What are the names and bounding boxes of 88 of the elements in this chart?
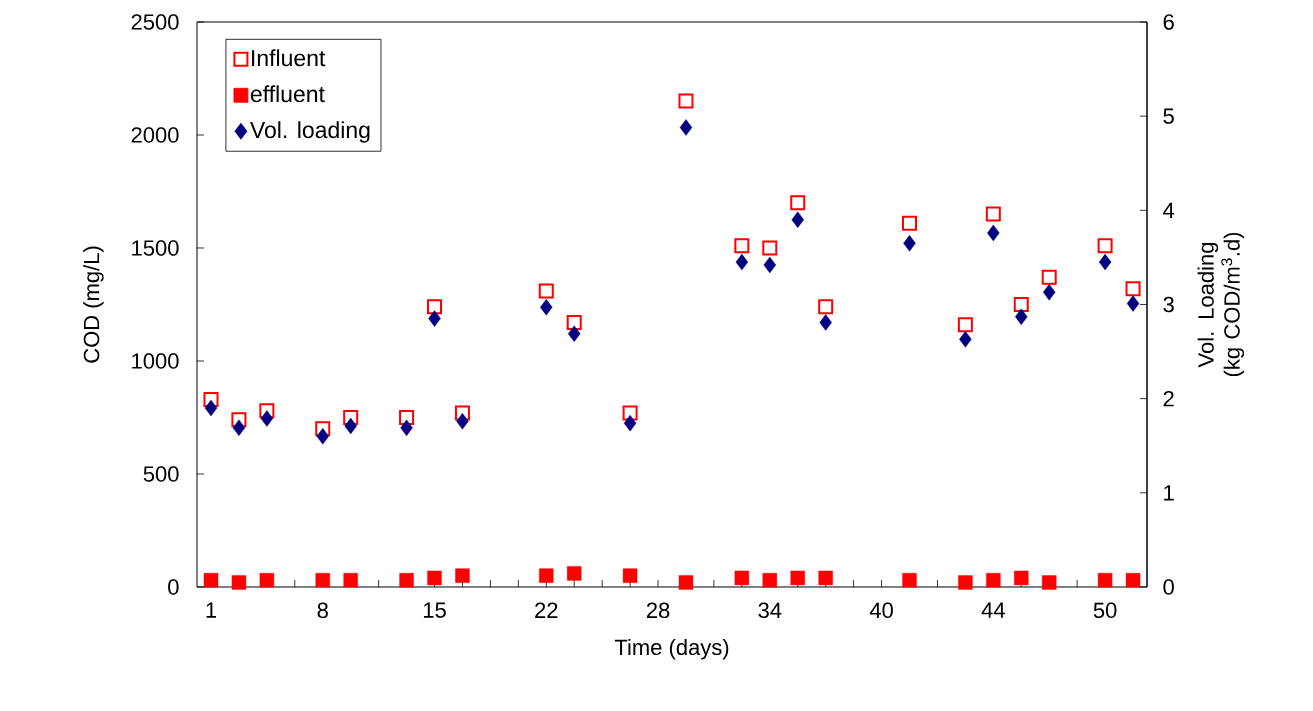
point [679, 119, 693, 136]
point [399, 573, 414, 588]
point [1126, 295, 1140, 312]
y-tick-label: 1000 [132, 353, 179, 369]
x-tick-label: 44 [981, 602, 1005, 618]
point [203, 573, 219, 588]
y2-tick-label: 2 [1163, 390, 1174, 407]
point [1043, 284, 1056, 301]
point [762, 240, 778, 256]
point [315, 573, 330, 588]
point [790, 570, 805, 586]
y-tick-label: 2500 [131, 14, 179, 30]
point [427, 299, 443, 315]
point [428, 310, 441, 327]
point [540, 299, 553, 316]
y2-tick-label: 0 [1163, 579, 1174, 595]
point [985, 206, 1001, 222]
point [734, 238, 750, 254]
point [1125, 281, 1141, 297]
point [1015, 308, 1028, 325]
x-tick-label: 34 [758, 602, 782, 619]
point [316, 428, 329, 445]
point [903, 235, 916, 252]
y2-tick-label: 6 [1163, 14, 1174, 30]
legend-label: Vol. loading [250, 121, 370, 143]
point [539, 568, 554, 583]
x-tick-label: 15 [423, 602, 446, 618]
point [734, 570, 750, 586]
point [959, 331, 972, 348]
y-tick-label: 500 [143, 466, 179, 482]
y-tick-label: 2000 [131, 127, 179, 143]
point [400, 419, 413, 437]
point [790, 195, 806, 211]
point [678, 575, 694, 590]
point [567, 566, 582, 581]
point [678, 93, 694, 109]
point [818, 299, 834, 315]
point [1098, 253, 1112, 271]
point [791, 211, 804, 228]
point [763, 256, 776, 274]
point [762, 573, 777, 588]
x-tick-label: 28 [646, 602, 670, 619]
point [1125, 573, 1141, 588]
y2-tick-label: 5 [1163, 108, 1174, 124]
point [986, 573, 1001, 588]
point [957, 317, 973, 333]
point [566, 315, 582, 331]
point [259, 573, 275, 588]
point [231, 575, 247, 590]
y-tick-label: 0 [168, 579, 179, 595]
y2-tick-label: 3 [1163, 296, 1174, 313]
x-tick-label: 50 [1093, 602, 1117, 619]
point [1097, 238, 1113, 254]
y2-tick-label: 4 [1163, 202, 1175, 218]
point [1013, 296, 1029, 312]
y-tick-label: 1500 [132, 240, 179, 256]
point [568, 325, 581, 342]
legend-label: Influent [252, 49, 326, 67]
point [204, 399, 218, 417]
x-tick-label: 8 [317, 602, 328, 619]
legend-label: effluent [250, 85, 325, 103]
point [1041, 269, 1057, 285]
point [623, 414, 637, 432]
point [260, 410, 274, 427]
point [456, 413, 469, 430]
point [427, 570, 442, 586]
point [538, 283, 554, 299]
x-tick-label: 40 [869, 602, 893, 619]
point [958, 575, 973, 590]
point [1097, 573, 1113, 588]
point [902, 573, 917, 588]
x-tick-label: 1 [206, 602, 217, 618]
x-tick-label: 22 [535, 602, 558, 618]
y2-tick-label: 1 [1164, 485, 1174, 501]
point [622, 568, 638, 583]
point [1042, 575, 1057, 590]
point [455, 568, 470, 583]
x-axis-title: Time (days) [614, 638, 729, 660]
point [902, 215, 918, 231]
point [735, 253, 749, 271]
point [987, 224, 1000, 242]
point [1014, 570, 1029, 586]
point [343, 573, 358, 588]
y-axis-title: COD (mg/L) [83, 246, 104, 363]
point [232, 419, 246, 437]
point [819, 314, 832, 331]
point [818, 570, 833, 586]
point [344, 417, 357, 435]
